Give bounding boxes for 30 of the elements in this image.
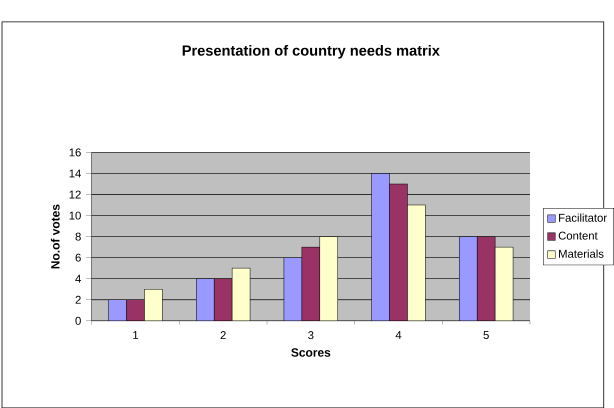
x-tick-label: 5 bbox=[483, 330, 489, 339]
x-axis-title: Scores bbox=[291, 348, 330, 357]
bar bbox=[320, 236, 338, 321]
y-tick-label: 14 bbox=[70, 169, 81, 178]
bar bbox=[459, 236, 478, 321]
y-tick-label: 12 bbox=[70, 190, 81, 198]
bar bbox=[196, 278, 214, 321]
y-tick-label: 16 bbox=[70, 148, 81, 156]
bar bbox=[144, 288, 162, 321]
y-tick-label: 2 bbox=[76, 296, 81, 304]
bar bbox=[284, 257, 302, 321]
x-tick-label: 1 bbox=[133, 330, 138, 339]
y-tick-label: 8 bbox=[76, 232, 81, 240]
y-tick-label: 6 bbox=[76, 253, 81, 262]
legend-label: Content bbox=[558, 231, 598, 240]
chart-title: Presentation of country needs matrix bbox=[182, 44, 440, 58]
bar bbox=[494, 246, 514, 321]
y-axis-title: No.of votes bbox=[50, 204, 60, 268]
x-tick-label: 2 bbox=[220, 330, 226, 339]
bar bbox=[407, 204, 426, 321]
bar bbox=[232, 268, 250, 321]
y-tick-label: 10 bbox=[70, 211, 81, 220]
x-tick-label: 3 bbox=[308, 330, 314, 339]
legend-label: Materials bbox=[559, 249, 604, 258]
y-tick-label: 4 bbox=[75, 274, 81, 282]
bar bbox=[108, 300, 127, 321]
x-tick-label: 4 bbox=[396, 330, 402, 339]
bar bbox=[372, 173, 390, 321]
legend-label: Facilitator bbox=[559, 213, 607, 222]
y-tick-label: 0 bbox=[75, 316, 81, 325]
